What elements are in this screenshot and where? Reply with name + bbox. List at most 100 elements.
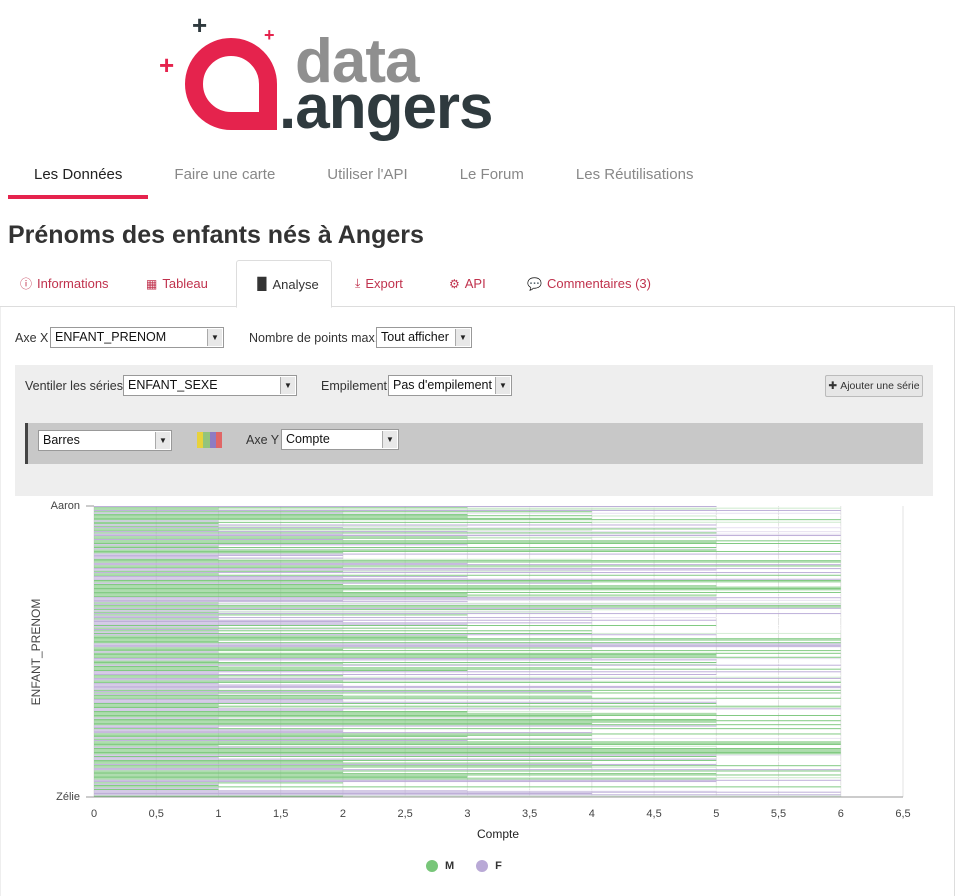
bar[interactable]	[94, 648, 343, 650]
legend-item-f[interactable]: F	[476, 860, 502, 872]
bar[interactable]	[94, 668, 841, 670]
bar[interactable]	[94, 509, 841, 511]
bar[interactable]	[94, 630, 592, 632]
bar[interactable]	[94, 536, 717, 538]
bar[interactable]	[94, 783, 219, 785]
bar[interactable]	[94, 569, 717, 571]
bar[interactable]	[94, 746, 592, 748]
split-series-select[interactable]: ENFANT_SEXE ▼	[123, 375, 297, 396]
bar[interactable]	[94, 561, 841, 563]
bar[interactable]	[94, 584, 343, 585]
bar[interactable]	[94, 701, 717, 703]
bar[interactable]	[94, 767, 343, 769]
bar[interactable]	[94, 775, 468, 777]
bar[interactable]	[94, 647, 592, 649]
bar[interactable]	[94, 617, 717, 619]
bar[interactable]	[94, 576, 468, 578]
bar[interactable]	[94, 581, 841, 583]
bar[interactable]	[94, 582, 592, 584]
bar[interactable]	[94, 714, 841, 716]
bar[interactable]	[94, 763, 717, 765]
max-points-select[interactable]: Tout afficher ▼	[376, 327, 472, 348]
bar[interactable]	[94, 515, 717, 517]
bar[interactable]	[94, 652, 841, 654]
bar[interactable]	[94, 753, 841, 755]
bar[interactable]	[94, 726, 219, 728]
bar[interactable]	[94, 709, 343, 711]
bar[interactable]	[94, 543, 841, 544]
bar[interactable]	[94, 677, 841, 679]
bar[interactable]	[94, 618, 219, 620]
bar[interactable]	[94, 687, 841, 689]
bar[interactable]	[94, 553, 841, 555]
bar[interactable]	[94, 572, 841, 574]
bar[interactable]	[94, 631, 219, 633]
bar[interactable]	[94, 627, 468, 629]
nav-item-le-forum[interactable]: Le Forum	[459, 166, 524, 183]
bar[interactable]	[94, 557, 343, 559]
bar[interactable]	[94, 589, 841, 591]
bar[interactable]	[94, 679, 592, 681]
bar[interactable]	[94, 651, 219, 653]
bar[interactable]	[94, 670, 468, 671]
add-series-button[interactable]: ✚ Ajouter une série	[825, 375, 923, 397]
bar[interactable]	[94, 564, 841, 566]
bar[interactable]	[94, 736, 468, 738]
bar[interactable]	[94, 700, 343, 702]
bar[interactable]	[94, 765, 841, 767]
tab-analyse[interactable]: ▕▉ Analyse	[236, 260, 332, 308]
bar[interactable]	[94, 748, 841, 749]
bar[interactable]	[94, 749, 841, 751]
bar[interactable]	[94, 664, 841, 666]
bar[interactable]	[94, 521, 841, 523]
bar[interactable]	[94, 634, 717, 636]
bar[interactable]	[94, 528, 717, 530]
bar[interactable]	[94, 636, 468, 638]
bar[interactable]	[94, 623, 468, 625]
bar[interactable]	[94, 545, 219, 547]
bar[interactable]	[94, 769, 841, 771]
bar[interactable]	[94, 638, 841, 640]
bar[interactable]	[94, 762, 592, 764]
legend-item-m[interactable]: M	[426, 860, 454, 872]
nav-item-utiliser-api[interactable]: Utiliser l'API	[327, 166, 408, 183]
bar[interactable]	[94, 626, 219, 628]
tab-api[interactable]: ⚙ API	[437, 260, 498, 307]
bar[interactable]	[94, 549, 717, 551]
bar[interactable]	[94, 688, 219, 690]
bar[interactable]	[94, 705, 841, 707]
bar[interactable]	[94, 774, 841, 776]
bar[interactable]	[94, 621, 343, 622]
bar[interactable]	[94, 658, 841, 660]
bar[interactable]	[94, 644, 841, 646]
bar[interactable]	[94, 613, 841, 615]
nav-item-faire-une-carte[interactable]: Faire une carte	[174, 166, 276, 183]
bar[interactable]	[94, 556, 219, 558]
bar[interactable]	[94, 791, 841, 793]
bar[interactable]	[94, 654, 717, 656]
bar[interactable]	[94, 562, 468, 564]
bar[interactable]	[94, 752, 841, 753]
bar[interactable]	[94, 711, 592, 712]
bar[interactable]	[94, 573, 219, 575]
bar[interactable]	[94, 728, 841, 730]
bar[interactable]	[94, 517, 592, 519]
bar[interactable]	[94, 708, 841, 710]
bar[interactable]	[94, 511, 592, 513]
bar[interactable]	[94, 671, 841, 673]
bar[interactable]	[94, 750, 841, 752]
bar[interactable]	[94, 659, 717, 661]
bar[interactable]	[94, 655, 717, 657]
bar[interactable]	[94, 729, 343, 731]
bar[interactable]	[94, 724, 841, 726]
bar[interactable]	[94, 550, 841, 552]
color-palette-picker[interactable]	[197, 432, 222, 448]
nav-item-reutilisations[interactable]: Les Réutilisations	[575, 166, 694, 183]
bar[interactable]	[94, 642, 841, 644]
bar[interactable]	[94, 691, 592, 693]
bar[interactable]	[94, 565, 841, 567]
bar[interactable]	[94, 744, 841, 746]
bar[interactable]	[94, 734, 592, 736]
bar[interactable]	[94, 684, 343, 686]
bar[interactable]	[94, 607, 841, 609]
